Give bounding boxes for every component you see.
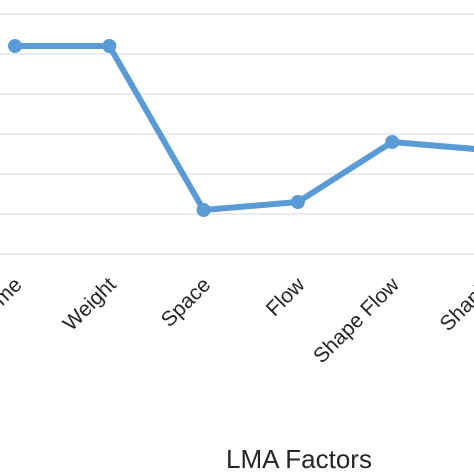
series <box>8 39 474 217</box>
x-tick-label-3: Flow <box>262 273 310 321</box>
data-point-2 <box>196 203 211 217</box>
x-tick-label-2: Space <box>157 273 215 331</box>
x-axis-title: LMA Factors <box>226 444 372 474</box>
data-point-1 <box>102 39 117 53</box>
gridlines <box>0 13 474 255</box>
data-point-4 <box>385 135 400 149</box>
data-point-3 <box>290 195 305 209</box>
data-point-0 <box>8 39 22 53</box>
x-tick-label-4: Shape Flow <box>309 273 404 368</box>
series-line <box>12 43 474 213</box>
x-tick-label-0: me <box>0 273 27 310</box>
x-tick-label-1: Weight <box>59 273 121 335</box>
x-tick-label-5: Shapin <box>436 273 474 336</box>
